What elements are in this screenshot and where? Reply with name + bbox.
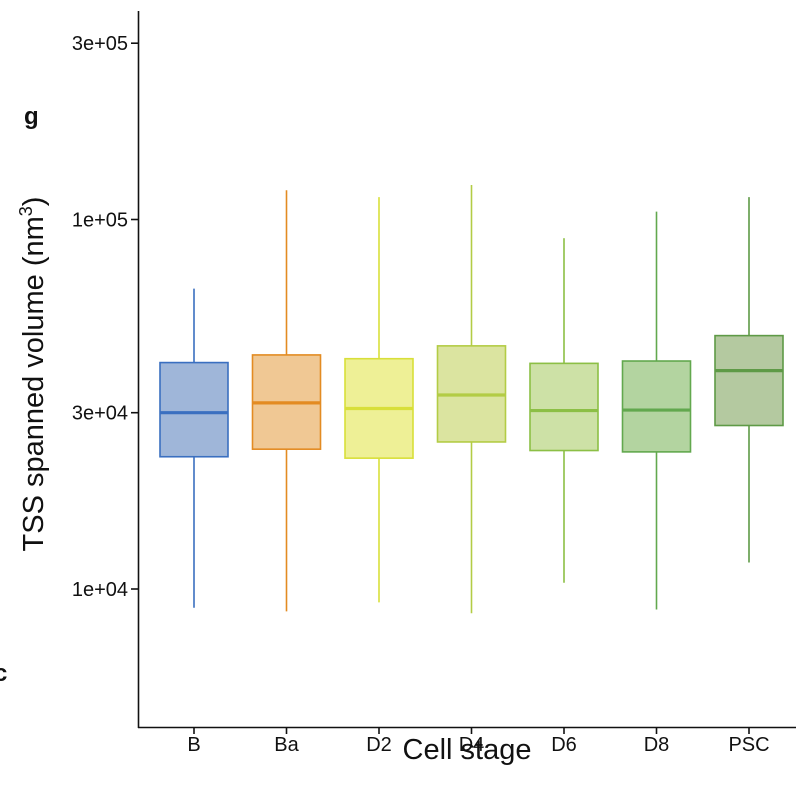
box-d2 [344, 197, 414, 603]
x-tick-label-d6: D6 [551, 734, 577, 756]
y-axis-title-close: ) [18, 197, 50, 207]
box-body-d8 [621, 360, 692, 453]
box-psc [714, 197, 784, 563]
y-axis-title-main: TSS spanned volume (nm [18, 216, 50, 551]
edge-fragment-letter: c [0, 660, 7, 687]
x-tick-label-psc: PSC [728, 734, 769, 756]
y-axis-title-superscript: 3 [16, 206, 36, 216]
box-body-d6 [529, 362, 599, 452]
y-tick-label-3: 3e+05 [72, 33, 128, 55]
y-tick-label-1: 3e+04 [72, 403, 128, 425]
x-tick-label-d8: D8 [644, 734, 670, 756]
x-tick-label-b: B [187, 734, 200, 756]
box-b [159, 288, 229, 608]
x-axis-title: Cell stage [403, 734, 532, 766]
box-d4 [436, 184, 507, 614]
x-tick-label-ba: Ba [274, 734, 299, 756]
y-axis-ticks: 1e+04 3e+04 1e+05 3e+05 [72, 33, 138, 601]
box-series [159, 184, 784, 614]
x-axis-ticks: B Ba D2 D4 D6 D8 PSC [187, 727, 770, 756]
x-tick-label-d4: D4 [459, 734, 485, 756]
y-axis-title: TSS spanned volume (nm3) [16, 197, 50, 552]
panel-letter: g [24, 103, 39, 130]
y-tick-label-2: 1e+05 [72, 210, 128, 232]
box-d6 [529, 238, 599, 583]
box-body-b [159, 361, 229, 458]
box-ba [251, 190, 322, 612]
y-tick-label-0: 1e+04 [72, 579, 128, 601]
box-body-psc [714, 334, 784, 427]
box-d8 [621, 211, 692, 610]
x-tick-label-d2: D2 [366, 734, 392, 756]
